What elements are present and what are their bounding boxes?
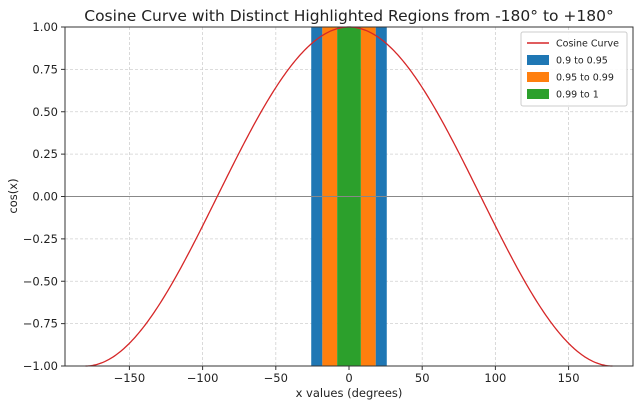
x-axis-label: x values (degrees) — [296, 386, 403, 400]
legend-swatch — [527, 89, 549, 99]
legend-label: 0.99 to 1 — [556, 90, 599, 101]
y-axis-label: cos(x) — [6, 178, 20, 213]
x-tick-label: 50 — [415, 371, 430, 385]
legend-swatch — [527, 72, 549, 82]
x-tick-label: −50 — [264, 371, 288, 385]
chart-title: Cosine Curve with Distinct Highlighted R… — [84, 7, 614, 25]
x-tick-label: 0 — [345, 371, 352, 385]
legend-box — [520, 31, 628, 107]
x-tick-label: −100 — [187, 371, 219, 385]
legend-label: Cosine Curve — [556, 39, 619, 50]
legend-swatch — [527, 55, 549, 65]
x-axis-ticks: −150 −100 −50 0 50 100 150 — [114, 366, 580, 385]
y-tick-label: −0.50 — [23, 274, 58, 288]
y-tick-label: −0.75 — [23, 317, 58, 331]
legend: Cosine Curve 0.9 to 0.95 0.95 to 0.99 0.99 … — [520, 31, 628, 107]
y-tick-label: 0.25 — [32, 147, 58, 161]
y-tick-label: 1.00 — [32, 20, 58, 34]
x-tick-label: −150 — [114, 371, 146, 385]
x-tick-label: 150 — [558, 371, 580, 385]
y-tick-label: −1.00 — [23, 359, 58, 373]
y-axis-ticks: −1.00 −0.75 −0.50 −0.25 0.00 0.25 0.50 0.75 1.00 — [23, 20, 65, 373]
x-tick-label: 100 — [484, 371, 506, 385]
y-tick-label: 0.75 — [32, 62, 58, 76]
legend-label: 0.9 to 0.95 — [556, 56, 608, 67]
y-tick-label: −0.25 — [23, 232, 58, 246]
y-tick-label: 0.50 — [32, 105, 58, 119]
y-tick-label: 0.00 — [32, 190, 58, 204]
legend-label: 0.95 to 0.99 — [556, 73, 614, 84]
